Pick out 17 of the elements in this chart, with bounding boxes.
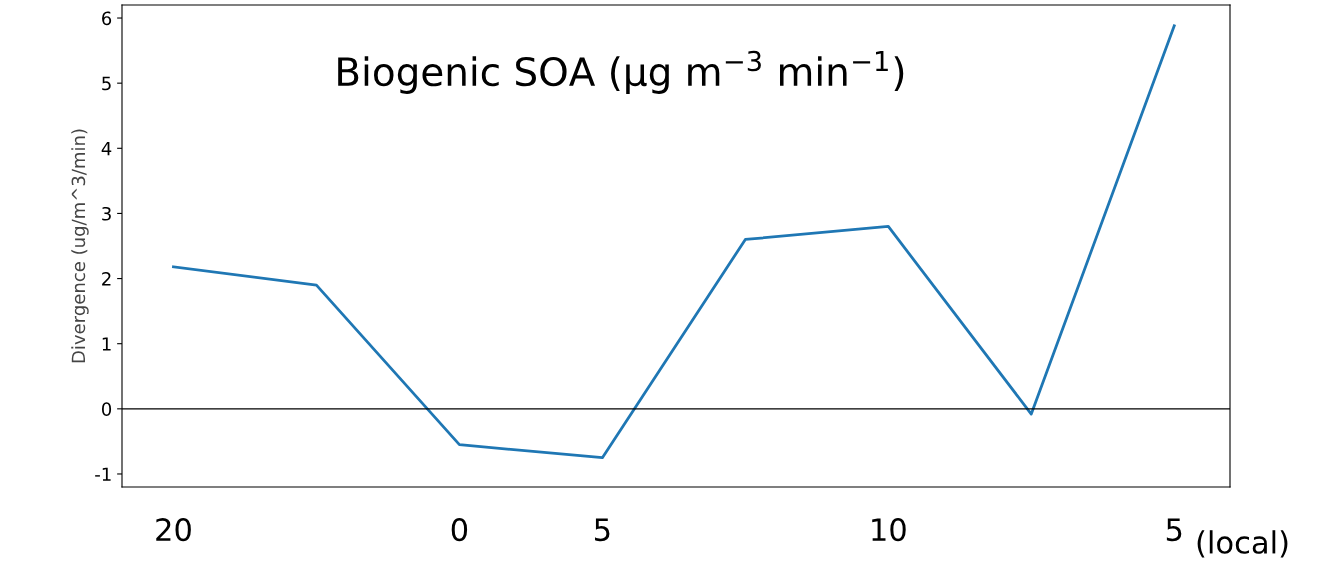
y-tick-label: 6	[102, 11, 112, 26]
x-tick-label: 20	[156, 518, 191, 542]
line-series	[172, 24, 1176, 460]
x-tick-label: 5	[595, 518, 610, 542]
y-axis-title: Divergence (ug/m^3/min)	[71, 129, 89, 363]
y-tick-label: 1	[102, 337, 111, 351]
x-tick-label: 10	[872, 518, 906, 542]
text: Biogenic SOA (μg m$^{−3}$ min$^{−1}$)	[338, 50, 904, 94]
x-tick-label: 5	[1166, 518, 1182, 542]
y-tick-label: 3	[102, 206, 111, 221]
y-tick-label: 5	[102, 76, 111, 91]
y-tick-label: 2	[102, 272, 111, 286]
y-tick-label: -1	[95, 467, 111, 481]
y-tick-label: 0	[101, 402, 112, 416]
x-tick-label: 0	[451, 518, 468, 542]
y-tick-label: 4	[101, 141, 112, 156]
x-axis-title: (local)	[1197, 530, 1288, 558]
